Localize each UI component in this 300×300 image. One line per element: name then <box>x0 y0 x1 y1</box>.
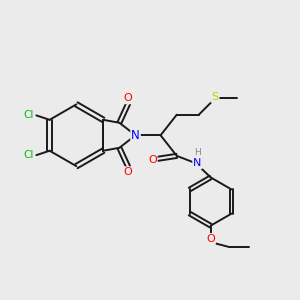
Text: Cl: Cl <box>24 150 34 160</box>
Text: O: O <box>124 167 133 177</box>
Text: N: N <box>131 129 140 142</box>
Text: S: S <box>212 92 219 102</box>
Text: Cl: Cl <box>24 110 34 120</box>
Text: O: O <box>124 93 133 103</box>
Text: O: O <box>206 234 215 244</box>
Text: N: N <box>193 158 202 168</box>
Text: H: H <box>194 148 201 158</box>
Text: O: O <box>148 155 157 165</box>
